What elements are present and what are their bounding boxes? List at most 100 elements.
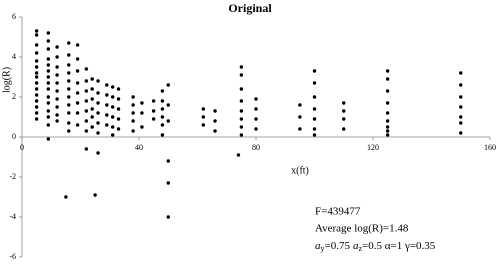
point <box>151 99 156 103</box>
point <box>385 125 390 129</box>
point <box>312 69 317 73</box>
point <box>34 71 39 75</box>
point <box>34 111 39 115</box>
y-tick-label: -4 <box>9 212 16 221</box>
point <box>342 127 346 131</box>
point <box>140 111 144 115</box>
y-tick-label: 6 <box>12 12 16 21</box>
point <box>46 115 51 119</box>
point <box>312 133 317 137</box>
annotation: F=439477 <box>315 206 361 218</box>
point <box>75 111 80 115</box>
point <box>166 119 170 123</box>
point <box>312 95 317 99</box>
point <box>131 103 135 107</box>
x-tick-label: 160 <box>484 143 496 152</box>
point <box>75 101 80 105</box>
point <box>67 129 71 133</box>
point <box>84 119 89 123</box>
point <box>131 129 135 133</box>
y-tick-label: -2 <box>9 172 16 181</box>
point <box>116 97 121 101</box>
point <box>254 117 258 121</box>
point <box>298 127 302 131</box>
point <box>201 107 206 111</box>
point <box>46 81 51 85</box>
point <box>239 133 244 137</box>
point <box>84 67 89 71</box>
point <box>239 73 244 77</box>
point <box>116 107 121 111</box>
point <box>55 81 59 85</box>
point <box>385 89 390 93</box>
point <box>459 115 463 119</box>
point <box>459 131 463 135</box>
point <box>459 83 463 87</box>
point <box>90 107 94 111</box>
point <box>90 77 94 81</box>
point <box>166 181 170 185</box>
point <box>34 105 39 109</box>
point <box>160 115 165 119</box>
point <box>93 193 97 197</box>
point <box>385 129 390 133</box>
point <box>131 111 135 115</box>
point <box>116 87 121 91</box>
point <box>46 75 51 79</box>
point <box>46 123 51 127</box>
point <box>96 131 100 135</box>
point <box>105 113 109 117</box>
point <box>34 87 39 91</box>
point <box>151 109 156 113</box>
point <box>55 105 59 109</box>
point <box>239 125 244 129</box>
point <box>67 53 71 57</box>
point <box>67 87 71 91</box>
point <box>75 91 80 95</box>
point <box>342 109 346 113</box>
y-axis-label: log(R) <box>1 67 12 93</box>
point <box>34 43 39 47</box>
annotation-part: z <box>358 244 362 253</box>
point <box>46 87 51 91</box>
point <box>342 101 346 105</box>
point <box>34 81 39 85</box>
x-tick-label: 40 <box>135 143 143 152</box>
point <box>166 215 170 219</box>
point <box>254 127 258 131</box>
point <box>55 113 59 117</box>
point <box>385 69 390 73</box>
point <box>46 95 51 99</box>
point <box>34 33 39 37</box>
point <box>64 195 68 199</box>
point <box>151 117 156 121</box>
point <box>213 109 217 113</box>
point <box>110 105 115 109</box>
point <box>116 117 121 121</box>
point <box>84 79 89 83</box>
y-tick-label: 2 <box>12 92 16 101</box>
point <box>254 97 258 101</box>
point <box>116 127 121 131</box>
point <box>67 71 71 75</box>
point <box>67 79 71 83</box>
point <box>55 45 59 49</box>
point <box>201 115 206 119</box>
point <box>84 89 89 93</box>
point <box>55 65 59 69</box>
point <box>84 99 89 103</box>
y-tick-label: -6 <box>9 252 16 261</box>
point <box>67 103 71 107</box>
point <box>75 43 80 47</box>
point <box>84 129 89 133</box>
annotation-part: =0.75 <box>325 240 351 252</box>
point <box>67 63 71 67</box>
point <box>385 119 390 123</box>
point <box>105 93 109 97</box>
point <box>90 115 94 119</box>
point <box>459 71 463 75</box>
point <box>84 109 89 113</box>
point <box>110 85 115 89</box>
x-tick-label: 80 <box>252 143 260 152</box>
